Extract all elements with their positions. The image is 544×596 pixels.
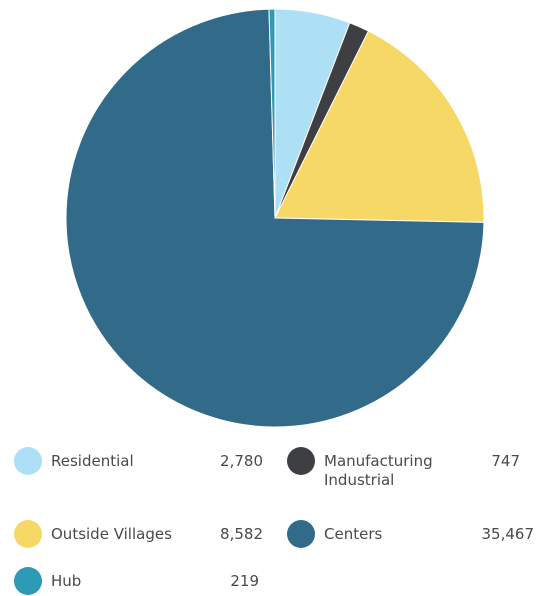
pie-chart (65, 8, 485, 428)
legend-value-residential: 2,780 (220, 452, 263, 470)
legend-label-centers: Centers (324, 525, 383, 543)
legend-label-outside-villages: Outside Villages (51, 525, 172, 543)
legend-value-centers: 35,467 (481, 525, 535, 543)
legend-swatch-manufacturing-industrial (287, 447, 315, 475)
legend-value-manufacturing-industrial: 747 (491, 452, 520, 470)
legend-item-centers[interactable]: Centers 35,467 (287, 519, 534, 549)
legend-swatch-hub (14, 567, 42, 595)
legend-value-outside-villages: 8,582 (220, 525, 263, 543)
legend-label-hub: Hub (51, 572, 82, 590)
pie-slice-centers[interactable] (65, 8, 485, 428)
legend-item-outside-villages[interactable]: Outside Villages 8,582 (14, 519, 263, 549)
legend-label-residential: Residential (51, 452, 134, 470)
legend-swatch-outside-villages (14, 520, 42, 548)
legend-value-hub: 219 (230, 572, 259, 590)
legend-item-hub[interactable]: Hub 219 (14, 566, 259, 596)
legend-item-residential[interactable]: Residential 2,780 (14, 446, 263, 476)
pie-slice-hub[interactable] (268, 8, 276, 219)
legend-swatch-residential (14, 447, 42, 475)
pie-slice-outside-villages[interactable] (274, 30, 485, 223)
legend-item-manufacturing-industrial[interactable]: Manufacturing Industrial 747 (287, 446, 520, 489)
legend-swatch-centers (287, 520, 315, 548)
legend-label-manufacturing-industrial: Manufacturing Industrial (324, 452, 433, 489)
